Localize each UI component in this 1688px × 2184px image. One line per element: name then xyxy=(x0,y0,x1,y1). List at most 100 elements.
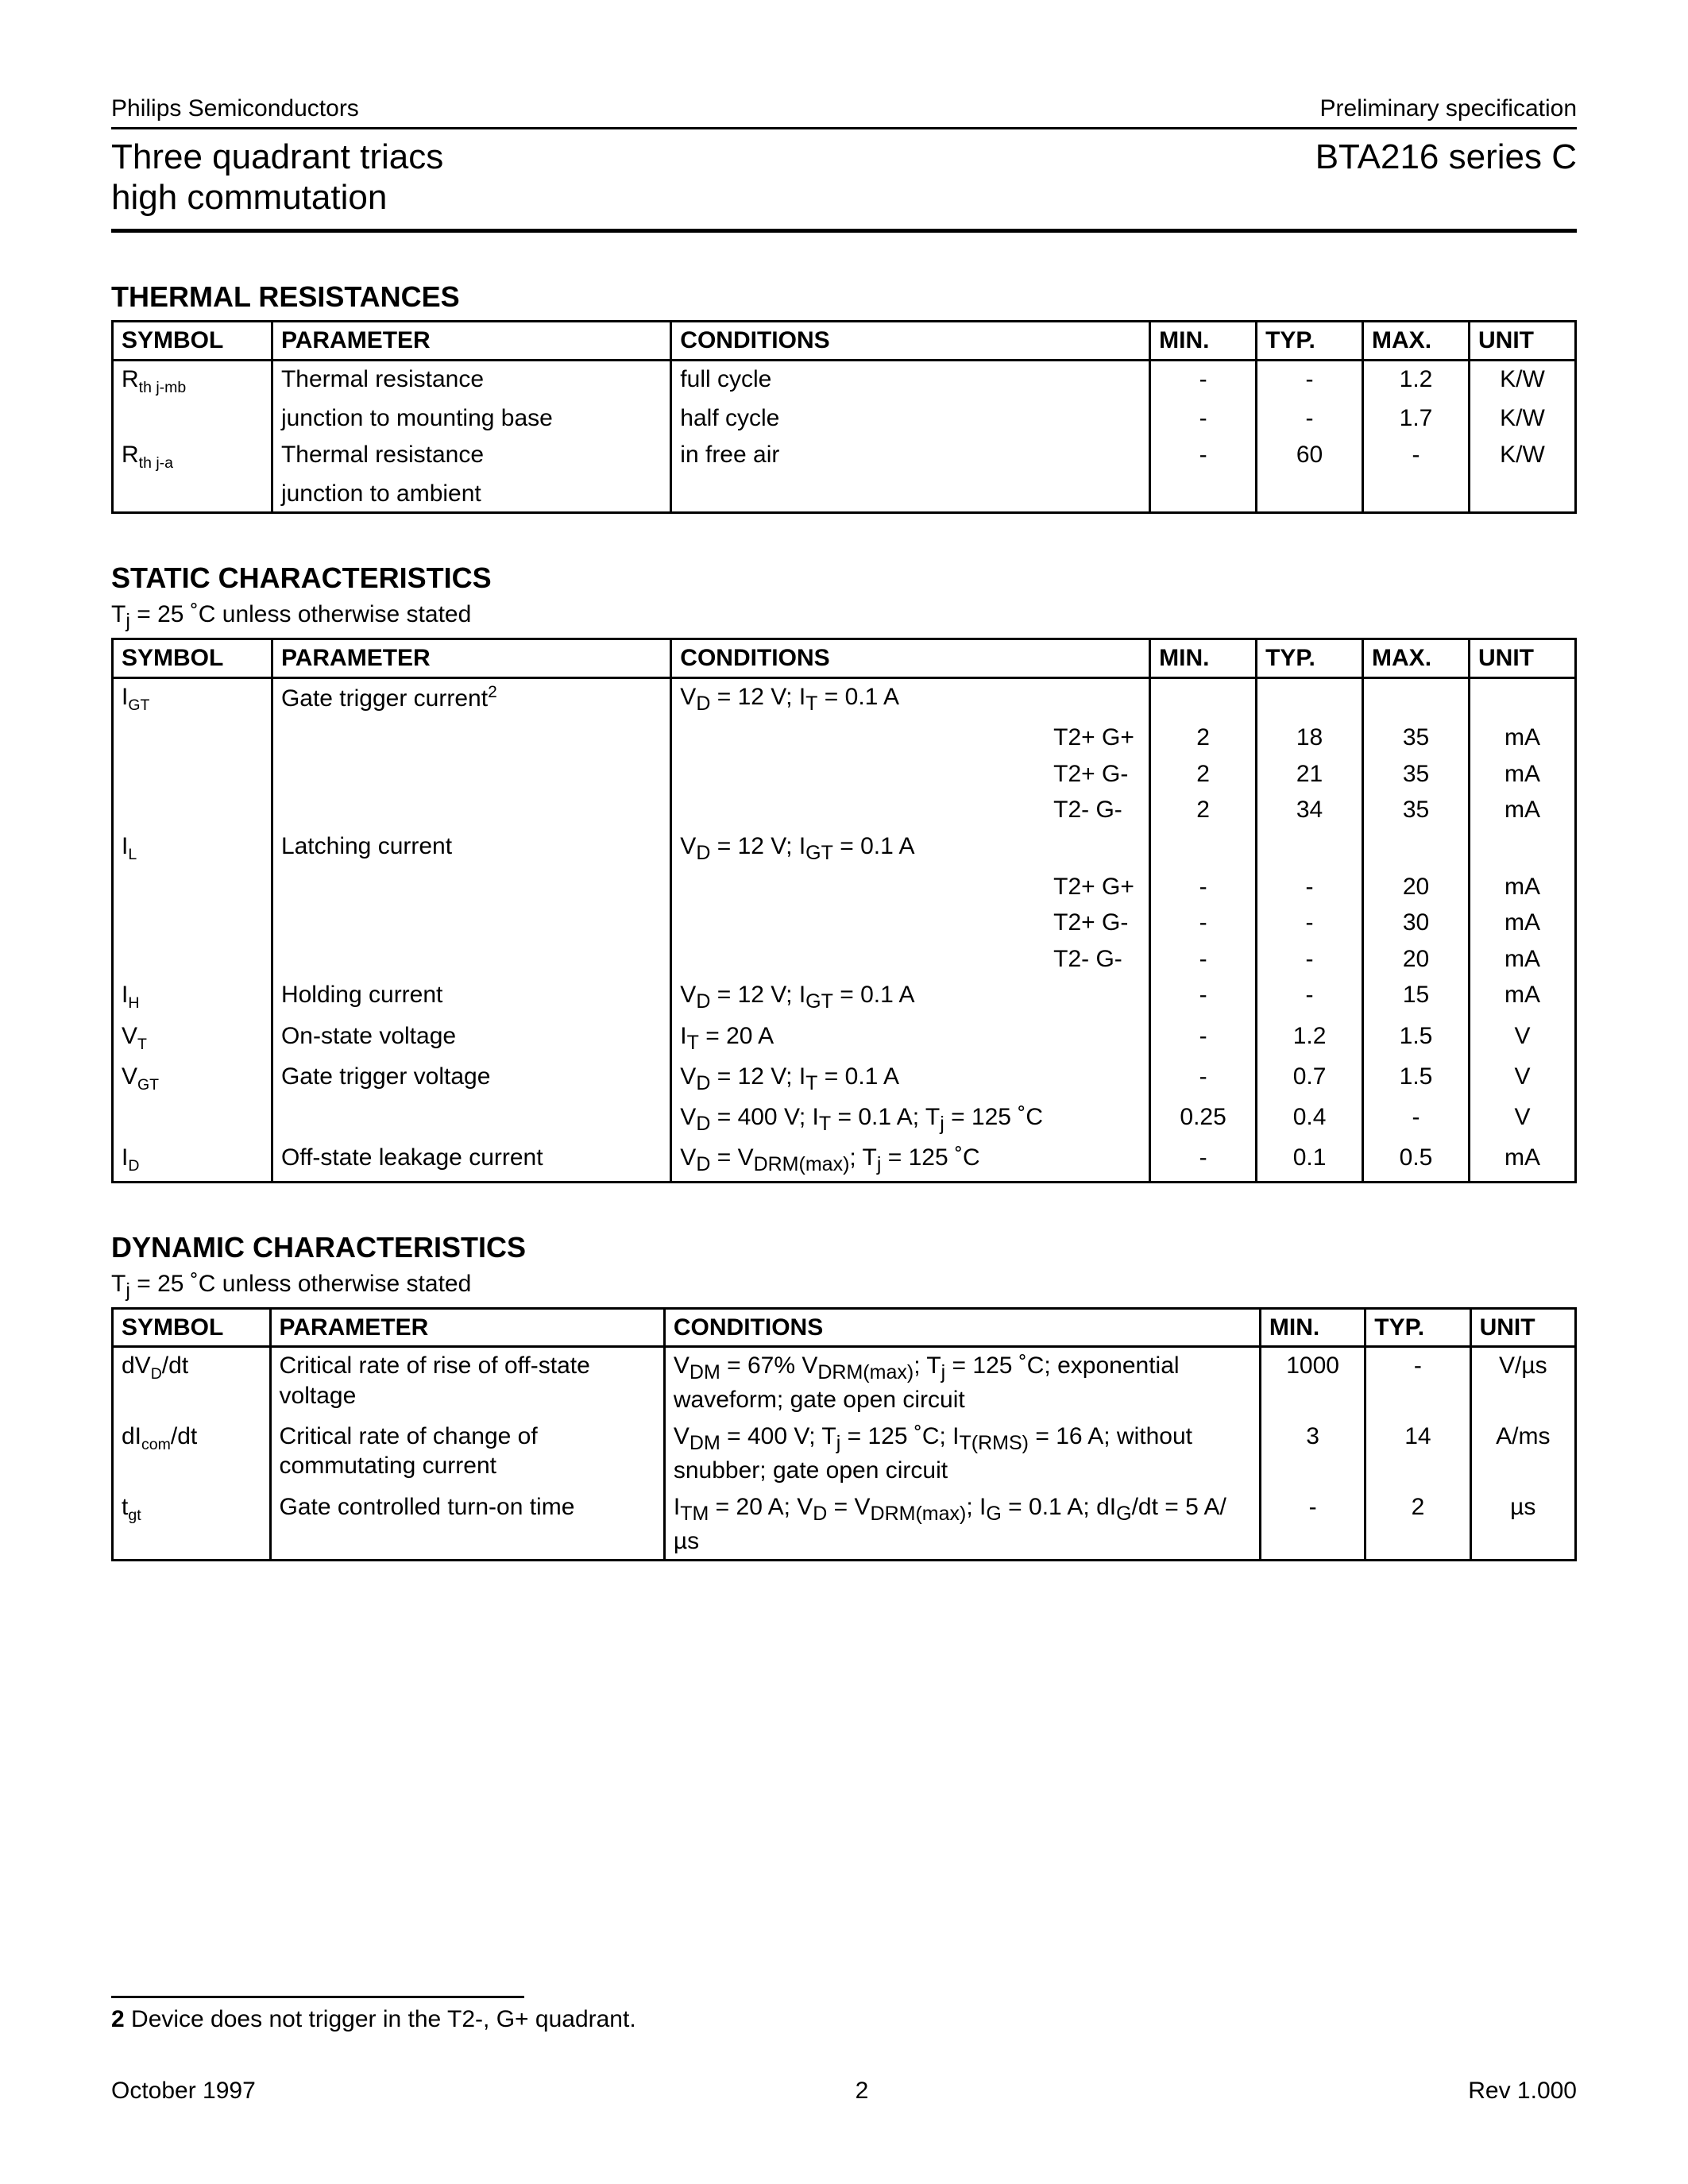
min-cell: - xyxy=(1150,437,1257,476)
max-cell: 1.2 xyxy=(1363,360,1470,400)
static-table: SYMBOLPARAMETERCONDITIONSMIN.TYP.MAX.UNI… xyxy=(111,638,1577,1183)
conditions-cell: T2+ G- xyxy=(671,756,1150,793)
dynamic-note: Tj = 25 ˚C unless otherwise stated xyxy=(111,1271,1577,1302)
typ-cell: - xyxy=(1257,905,1363,941)
symbol-cell xyxy=(113,905,272,941)
symbol-cell xyxy=(113,756,272,793)
min-cell: 1000 xyxy=(1260,1347,1365,1418)
unit-cell: µs xyxy=(1470,1489,1575,1561)
title-left: Three quadrant triacs high commutation xyxy=(111,137,443,218)
symbol-cell: IL xyxy=(113,828,272,869)
symbol-cell xyxy=(113,1099,272,1140)
typ-cell: 14 xyxy=(1365,1418,1470,1489)
typ-cell: - xyxy=(1257,941,1363,978)
conditions-cell: half cycle xyxy=(671,400,1150,437)
col-header: MAX. xyxy=(1363,639,1470,678)
conditions-cell: T2+ G+ xyxy=(671,720,1150,756)
col-header: MIN. xyxy=(1150,322,1257,361)
max-cell: - xyxy=(1363,1099,1470,1140)
unit-cell xyxy=(1469,677,1575,720)
min-cell xyxy=(1150,476,1257,513)
unit-cell: mA xyxy=(1469,905,1575,941)
unit-cell: K/W xyxy=(1469,437,1575,476)
col-header: TYP. xyxy=(1365,1308,1470,1347)
typ-cell xyxy=(1257,828,1363,869)
unit-cell: mA xyxy=(1469,756,1575,793)
conditions-cell: VDM = 400 V; Tj = 125 ˚C; IT(RMS) = 16 A… xyxy=(664,1418,1260,1489)
parameter-cell: Latching current xyxy=(272,828,670,869)
min-cell: 3 xyxy=(1260,1418,1365,1489)
typ-cell: - xyxy=(1257,400,1363,437)
parameter-cell xyxy=(272,1099,670,1140)
thermal-table: SYMBOLPARAMETERCONDITIONSMIN.TYP.MAX.UNI… xyxy=(111,320,1577,514)
unit-cell xyxy=(1469,828,1575,869)
unit-cell: mA xyxy=(1469,941,1575,978)
conditions-cell: VD = 12 V; IGT = 0.1 A xyxy=(671,828,1150,869)
parameter-cell xyxy=(272,792,670,828)
max-cell: 20 xyxy=(1363,941,1470,978)
max-cell: 1.7 xyxy=(1363,400,1470,437)
symbol-cell: Rth j-a xyxy=(113,437,272,476)
max-cell: 1.5 xyxy=(1363,1018,1470,1059)
typ-cell xyxy=(1257,677,1363,720)
min-cell: - xyxy=(1150,1018,1257,1059)
parameter-cell: Gate trigger voltage xyxy=(272,1059,670,1099)
col-header: SYMBOL xyxy=(113,639,272,678)
col-header: TYP. xyxy=(1257,639,1363,678)
symbol-cell xyxy=(113,792,272,828)
min-cell: - xyxy=(1150,1059,1257,1099)
static-note: Tj = 25 ˚C unless otherwise stated xyxy=(111,601,1577,633)
parameter-cell: On-state voltage xyxy=(272,1018,670,1059)
unit-cell: mA xyxy=(1469,720,1575,756)
conditions-cell: IT = 20 A xyxy=(671,1018,1150,1059)
thermal-heading: THERMAL RESISTANCES xyxy=(111,280,1577,314)
typ-cell: - xyxy=(1365,1347,1470,1418)
typ-cell: 60 xyxy=(1257,437,1363,476)
min-cell: 2 xyxy=(1150,756,1257,793)
max-cell xyxy=(1363,476,1470,513)
max-cell: 0.5 xyxy=(1363,1140,1470,1182)
symbol-cell xyxy=(113,869,272,905)
typ-cell: 0.1 xyxy=(1257,1140,1363,1182)
symbol-cell xyxy=(113,941,272,978)
unit-cell: mA xyxy=(1469,869,1575,905)
symbol-cell xyxy=(113,400,272,437)
footer-center: 2 xyxy=(856,2078,869,2105)
dynamic-heading: DYNAMIC CHARACTERISTICS xyxy=(111,1231,1577,1264)
symbol-cell: dIcom/dt xyxy=(113,1418,271,1489)
col-header: CONDITIONS xyxy=(671,639,1150,678)
conditions-cell: T2+ G+ xyxy=(671,869,1150,905)
col-header: PARAMETER xyxy=(270,1308,664,1347)
symbol-cell: Rth j-mb xyxy=(113,360,272,400)
static-heading: STATIC CHARACTERISTICS xyxy=(111,561,1577,595)
max-cell xyxy=(1363,828,1470,869)
parameter-cell: junction to ambient xyxy=(272,476,670,513)
min-cell: - xyxy=(1150,977,1257,1017)
max-cell: 1.5 xyxy=(1363,1059,1470,1099)
footnote-rule xyxy=(111,1996,524,1998)
max-cell: 35 xyxy=(1363,720,1470,756)
symbol-cell: tgt xyxy=(113,1489,271,1561)
min-cell: - xyxy=(1150,1140,1257,1182)
col-header: SYMBOL xyxy=(113,1308,271,1347)
col-header: MIN. xyxy=(1150,639,1257,678)
typ-cell: - xyxy=(1257,360,1363,400)
parameter-cell xyxy=(272,941,670,978)
col-header: SYMBOL xyxy=(113,322,272,361)
max-cell: 30 xyxy=(1363,905,1470,941)
min-cell: 2 xyxy=(1150,720,1257,756)
footnote: 2 Device does not trigger in the T2-, G+… xyxy=(111,2006,1577,2033)
parameter-cell: Gate controlled turn-on time xyxy=(270,1489,664,1561)
parameter-cell xyxy=(272,756,670,793)
title-right: BTA216 series C xyxy=(1315,137,1577,177)
typ-cell: 2 xyxy=(1365,1489,1470,1561)
typ-cell: 1.2 xyxy=(1257,1018,1363,1059)
conditions-cell: VD = 12 V; IT = 0.1 A xyxy=(671,1059,1150,1099)
unit-cell: mA xyxy=(1469,792,1575,828)
col-header: MIN. xyxy=(1260,1308,1365,1347)
max-cell: 35 xyxy=(1363,792,1470,828)
symbol-cell: dVD/dt xyxy=(113,1347,271,1418)
typ-cell: 21 xyxy=(1257,756,1363,793)
min-cell: - xyxy=(1150,400,1257,437)
col-header: MAX. xyxy=(1363,322,1470,361)
